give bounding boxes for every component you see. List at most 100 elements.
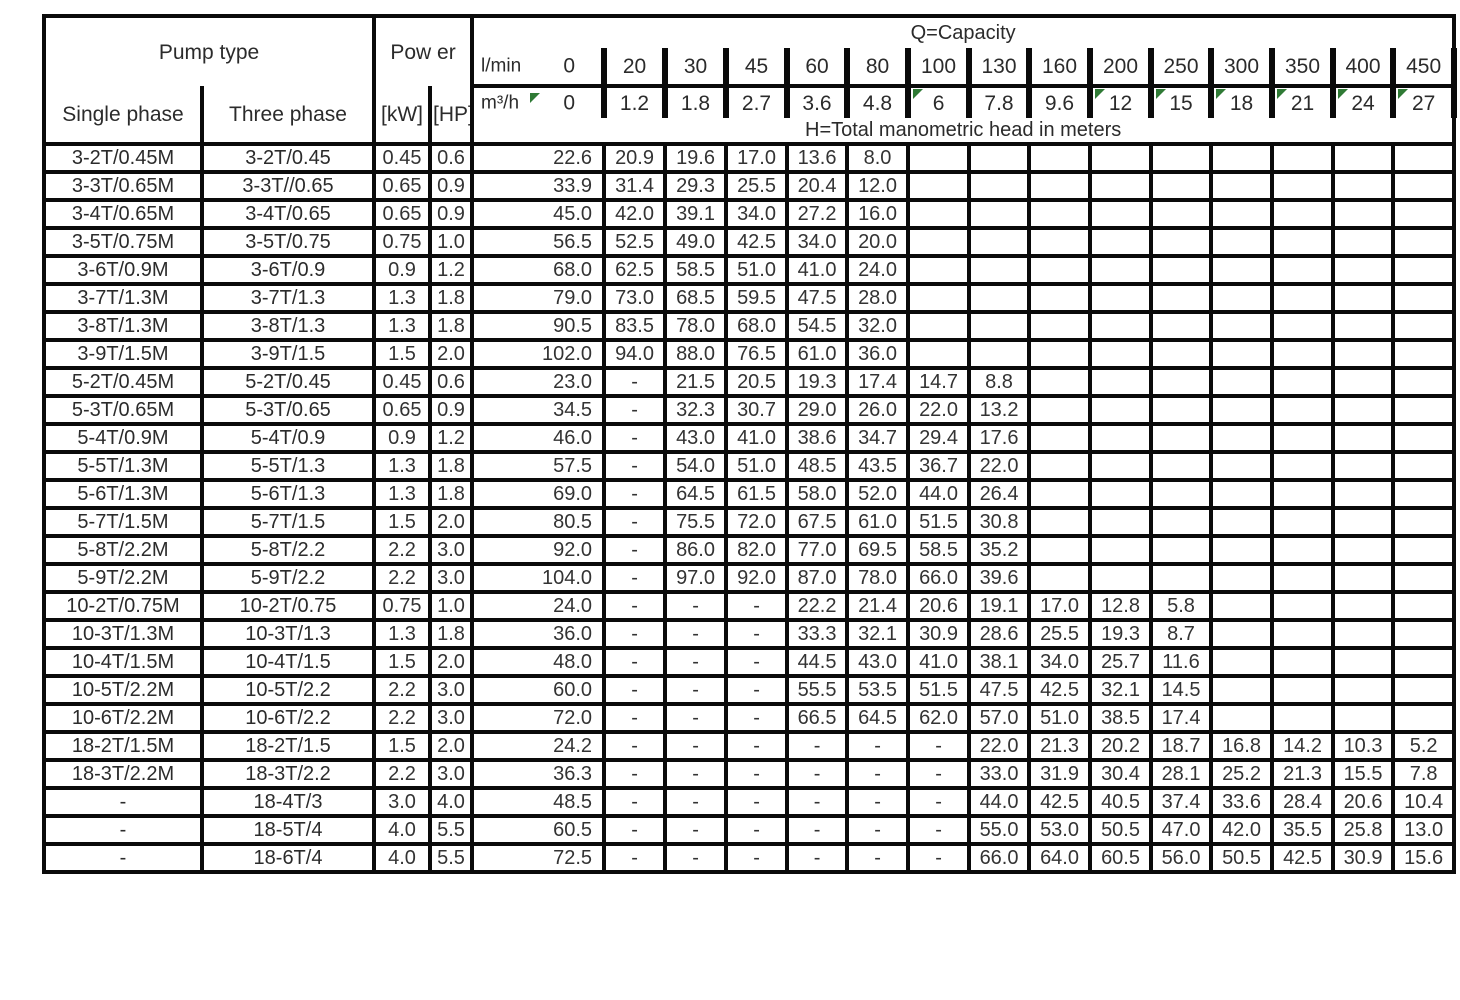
head-value-cell: 19.3 (785, 366, 850, 398)
head-value-cell: 47.5 (967, 674, 1032, 706)
head-value-cell (1331, 198, 1396, 230)
head-value-cell: - (602, 534, 668, 566)
single-phase-cell: 5-3T/0.65M (42, 394, 204, 426)
head-value-cell (1209, 226, 1275, 258)
head-value-cell: 10.3 (1331, 730, 1396, 762)
three-phase-cell: 5-8T/2.2 (199, 534, 377, 566)
hp-cell: 3.0 (428, 562, 475, 594)
head-value-cell: - (602, 842, 668, 874)
head-value-cell: - (602, 422, 668, 454)
manometric-head-label: H=Total manometric head in meters (470, 118, 1457, 146)
head-value-cell: 56.0 (1149, 842, 1214, 874)
three-phase-cell: 3-7T/1.3 (199, 282, 377, 314)
head-value-cell: 45.0 (470, 198, 607, 230)
head-value-cell (1391, 450, 1457, 482)
head-value-cell: 42.5 (724, 226, 790, 258)
three-phase-cell: 10-2T/0.75 (199, 590, 377, 622)
head-value-cell (1027, 450, 1093, 482)
head-value-cell: 55.0 (967, 814, 1032, 846)
head-value-cell: 24.2 (470, 730, 607, 762)
head-value-cell (1027, 338, 1093, 370)
header-row-head: H=Total manometric head in meters (44, 118, 1457, 146)
capacity-lmin-value: 100 (905, 48, 973, 88)
head-value-cell: 69.5 (845, 534, 911, 566)
head-value-cell: 29.0 (785, 394, 850, 426)
head-value-cell: 15.5 (1331, 758, 1396, 790)
table-row: 5-5T/1.3M 5-5T/1.3 1.3 1.8 57.5-54.0 51.0 48.5… (42, 450, 1457, 482)
head-value-cell (1270, 366, 1336, 398)
capacity-lmin-value: 300 (1208, 48, 1276, 88)
head-value-cell: - (845, 786, 911, 818)
head-value-cell: - (906, 730, 972, 762)
kw-cell: 1.3 (372, 450, 433, 482)
head-value-cell (906, 310, 972, 342)
head-value-cell: 30.8 (967, 506, 1032, 538)
head-value-cell: - (663, 674, 729, 706)
comment-marker-icon (1339, 90, 1349, 99)
head-value-cell (1209, 534, 1275, 566)
head-value-cell (1088, 366, 1154, 398)
single-phase-cell: 10-4T/1.5M (42, 646, 204, 678)
head-value-cell (1270, 142, 1336, 174)
head-value-cell: - (845, 814, 911, 846)
head-value-cell (1209, 702, 1275, 734)
three-phase-cell: 5-3T/0.65 (199, 394, 377, 426)
head-value-cell (1209, 478, 1275, 510)
head-value-cell: 32.1 (1088, 674, 1154, 706)
capacity-m3h-value: 18 (1208, 84, 1276, 118)
head-value-cell: 19.3 (1088, 618, 1154, 650)
head-value-cell (1331, 170, 1396, 202)
head-value-cell (967, 226, 1032, 258)
head-value-cell: 82.0 (724, 534, 790, 566)
head-value-cell: 64.0 (1027, 842, 1093, 874)
head-value-cell: 48.5 (470, 786, 607, 818)
head-value-cell: 90.5 (470, 310, 607, 342)
head-value-cell: 11.6 (1149, 646, 1214, 678)
table-row: 3-4T/0.65M 3-4T/0.65 0.65 0.9 45.0 42.0 39.1 34… (42, 198, 1457, 230)
three-phase-cell: 5-6T/1.3 (199, 478, 377, 510)
head-value-cell: 60.5 (1088, 842, 1154, 874)
head-value-cell (1270, 226, 1336, 258)
head-value-cell: 36.0 (470, 618, 607, 650)
head-value-cell (1027, 422, 1093, 454)
head-value-cell (1209, 282, 1275, 314)
head-value-cell (1088, 394, 1154, 426)
head-value-cell: 24.0 (845, 254, 911, 286)
capacity-m3h-value: 2.7 (723, 84, 791, 118)
table-row: 5-7T/1.5M 5-7T/1.5 1.5 2.0 80.5-75.5 72.0 67.5… (42, 506, 1457, 538)
head-value-cell: 60.5 (470, 814, 607, 846)
head-value-cell: 47.0 (1149, 814, 1214, 846)
single-phase-cell: - (42, 842, 204, 874)
table-row: 5-3T/0.65M 5-3T/0.65 0.65 0.9 34.5-32.3 30.7 2… (42, 394, 1457, 426)
head-value-cell (1027, 142, 1093, 174)
head-value-cell: 52.5 (602, 226, 668, 258)
table-row: 3-9T/1.5M 3-9T/1.5 1.5 2.0 102.0 94.0 88.0 76.5… (42, 338, 1457, 370)
capacity-m3h-value: 1.2 (601, 84, 669, 118)
head-value-cell: - (602, 562, 668, 594)
head-value-cell: - (785, 730, 850, 762)
head-value-cell (1209, 170, 1275, 202)
head-value-cell: 57.0 (967, 702, 1032, 734)
head-value-cell (1331, 394, 1396, 426)
power-header: Pow er (372, 14, 475, 86)
head-value-cell (1391, 254, 1457, 286)
head-value-cell: - (602, 730, 668, 762)
comment-marker-icon (914, 90, 924, 99)
head-value-cell: 28.0 (845, 282, 911, 314)
head-value-cell (1331, 366, 1396, 398)
head-value-cell: 13.6 (785, 142, 850, 174)
head-value-cell: 28.1 (1149, 758, 1214, 790)
head-value-cell: 68.0 (470, 254, 607, 286)
head-value-cell: 97.0 (663, 562, 729, 594)
head-value-cell: 8.7 (1149, 618, 1214, 650)
table-row: 10-2T/0.75M 10-2T/0.75 0.75 1.0 24.0- - -22.2 2… (42, 590, 1457, 622)
head-value-cell (906, 198, 972, 230)
head-value-cell (906, 226, 972, 258)
single-phase-cell: 3-6T/0.9M (42, 254, 204, 286)
header-row-m3h: Single phase Three phase [kW] [HP] m³/h … (42, 84, 1458, 146)
head-value-cell: - (724, 702, 790, 734)
head-value-cell: 41.0 (785, 254, 850, 286)
head-value-cell: - (663, 618, 729, 650)
single-phase-cell: 10-3T/1.3M (42, 618, 204, 650)
table-row: 10-4T/1.5M 10-4T/1.5 1.5 2.0 48.0- - -44.5 43.0… (42, 646, 1457, 678)
